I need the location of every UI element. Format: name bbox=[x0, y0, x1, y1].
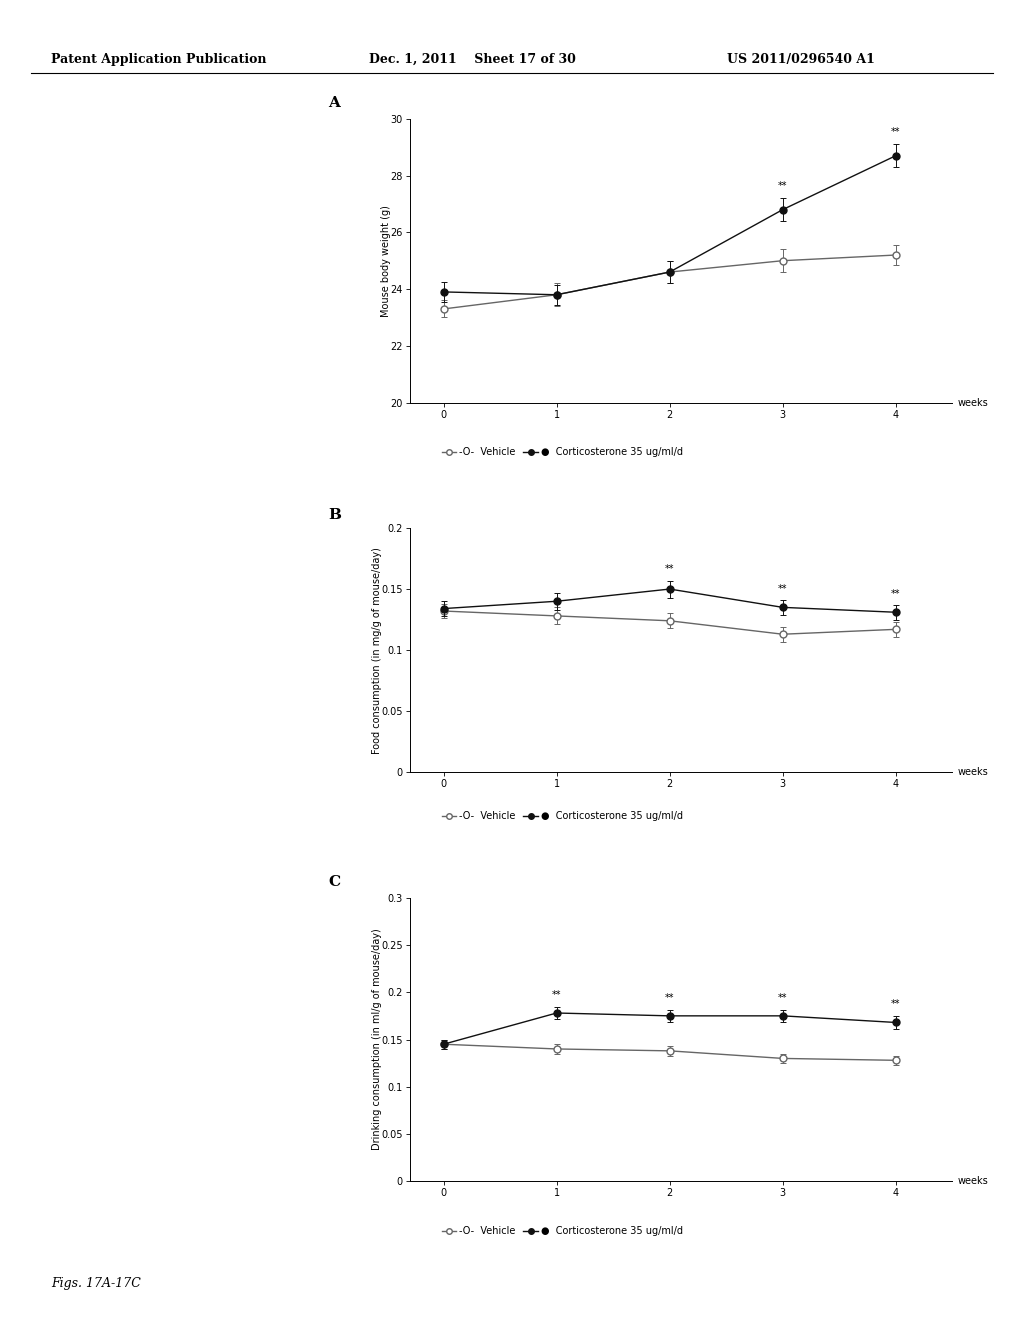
Text: weeks: weeks bbox=[958, 397, 989, 408]
Text: US 2011/0296540 A1: US 2011/0296540 A1 bbox=[727, 53, 874, 66]
Text: **: ** bbox=[891, 999, 900, 1008]
Y-axis label: Drinking consumption (in ml/g of mouse/day): Drinking consumption (in ml/g of mouse/d… bbox=[372, 929, 382, 1150]
Text: Patent Application Publication: Patent Application Publication bbox=[51, 53, 266, 66]
Text: **: ** bbox=[778, 993, 787, 1003]
Text: Dec. 1, 2011    Sheet 17 of 30: Dec. 1, 2011 Sheet 17 of 30 bbox=[369, 53, 575, 66]
Text: **: ** bbox=[552, 990, 561, 1001]
Text: weeks: weeks bbox=[958, 767, 989, 777]
Text: Figs. 17A-17C: Figs. 17A-17C bbox=[51, 1276, 141, 1290]
Text: weeks: weeks bbox=[958, 1176, 989, 1187]
Text: **: ** bbox=[665, 565, 675, 574]
Legend: -O-  Vehicle, ●  Corticosterone 35 ug/ml/d: -O- Vehicle, ● Corticosterone 35 ug/ml/d bbox=[441, 447, 683, 457]
Legend: -O-  Vehicle, ●  Corticosterone 35 ug/ml/d: -O- Vehicle, ● Corticosterone 35 ug/ml/d bbox=[441, 812, 683, 821]
Y-axis label: Food consumption (in mg/g of mouse/day): Food consumption (in mg/g of mouse/day) bbox=[372, 546, 382, 754]
Text: B: B bbox=[328, 508, 341, 523]
Text: **: ** bbox=[778, 583, 787, 594]
Text: A: A bbox=[328, 96, 340, 110]
Text: **: ** bbox=[665, 993, 675, 1003]
Text: **: ** bbox=[891, 589, 900, 599]
Text: **: ** bbox=[778, 181, 787, 191]
Text: C: C bbox=[328, 875, 340, 888]
Y-axis label: Mouse body weight (g): Mouse body weight (g) bbox=[381, 205, 391, 317]
Text: **: ** bbox=[891, 127, 900, 137]
Legend: -O-  Vehicle, ●  Corticosterone 35 ug/ml/d: -O- Vehicle, ● Corticosterone 35 ug/ml/d bbox=[441, 1226, 683, 1236]
